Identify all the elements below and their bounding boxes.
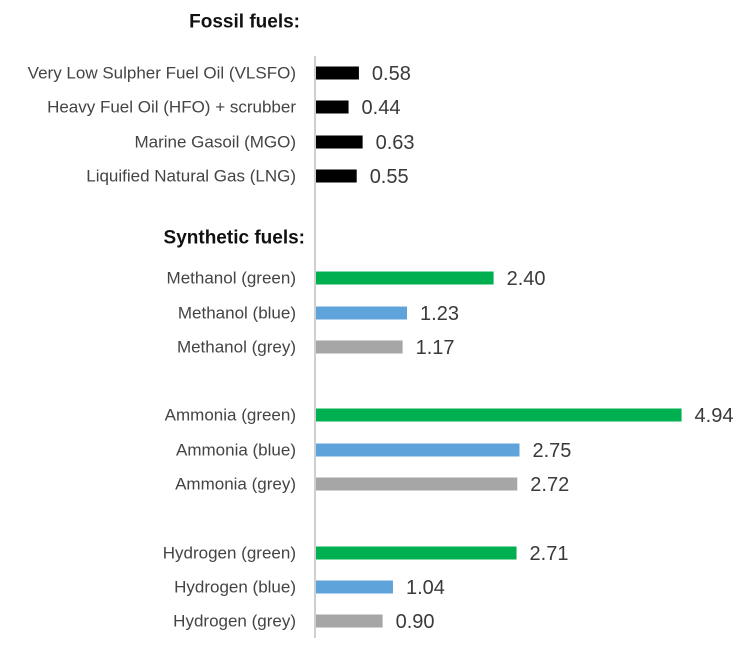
bar-hydrogen-grey [316, 614, 383, 628]
category-label-heavy-fuel-oil-hfo-scrubber: Heavy Fuel Oil (HFO) + scrubber [47, 98, 296, 117]
category-label-methanol-blue: Methanol (blue) [178, 304, 296, 323]
category-label-liquified-natural-gas-lng: Liquified Natural Gas (LNG) [86, 167, 296, 186]
bar-methanol-green [316, 271, 494, 285]
value-label-methanol-grey: 1.17 [416, 337, 455, 359]
bar-hydrogen-blue [316, 580, 393, 594]
value-label-marine-gasoil-mgo: 0.63 [376, 132, 415, 154]
bar-ammonia-grey [316, 477, 518, 491]
value-label-ammonia-grey: 2.72 [530, 474, 569, 496]
bar-hydrogen-green [316, 546, 517, 560]
category-label-methanol-green: Methanol (green) [167, 269, 296, 288]
value-label-liquified-natural-gas-lng: 0.55 [370, 166, 409, 188]
category-label-methanol-grey: Methanol (grey) [177, 338, 296, 357]
value-label-ammonia-green: 4.94 [695, 405, 734, 427]
group-label-synthetic-fuels: Synthetic fuels: [164, 228, 305, 249]
value-label-hydrogen-green: 2.71 [530, 543, 569, 565]
category-label-ammonia-green: Ammonia (green) [165, 406, 296, 425]
category-label-hydrogen-grey: Hydrogen (grey) [173, 612, 296, 631]
bar-very-low-sulpher-fuel-oil-vlsfo [316, 66, 359, 80]
value-label-hydrogen-grey: 0.90 [396, 611, 435, 633]
value-label-methanol-green: 2.40 [507, 268, 546, 290]
bar-methanol-grey [316, 340, 403, 354]
value-label-ammonia-blue: 2.75 [533, 440, 572, 462]
category-label-hydrogen-blue: Hydrogen (blue) [174, 578, 296, 597]
bar-ammonia-green [316, 408, 682, 422]
category-label-ammonia-grey: Ammonia (grey) [175, 475, 296, 494]
bar-marine-gasoil-mgo [316, 135, 363, 149]
value-label-hydrogen-blue: 1.04 [406, 577, 445, 599]
value-label-heavy-fuel-oil-hfo-scrubber: 0.44 [362, 97, 401, 119]
group-label-fossil-fuels: Fossil fuels: [189, 12, 300, 33]
category-label-marine-gasoil-mgo: Marine Gasoil (MGO) [134, 133, 296, 152]
bar-methanol-blue [316, 306, 408, 320]
category-label-ammonia-blue: Ammonia (blue) [176, 441, 296, 460]
bar-ammonia-blue [316, 443, 520, 457]
chart-marks: Fossil fuels: Very Low Sulpher Fuel Oil (… [28, 12, 734, 634]
value-label-very-low-sulpher-fuel-oil-vlsfo: 0.58 [372, 63, 411, 85]
bar-heavy-fuel-oil-hfo-scrubber [316, 100, 349, 114]
category-label-hydrogen-green: Hydrogen (green) [163, 544, 296, 563]
category-label-very-low-sulpher-fuel-oil-vlsfo: Very Low Sulpher Fuel Oil (VLSFO) [28, 64, 296, 83]
value-label-methanol-blue: 1.23 [420, 303, 459, 325]
bar-liquified-natural-gas-lng [316, 169, 357, 183]
